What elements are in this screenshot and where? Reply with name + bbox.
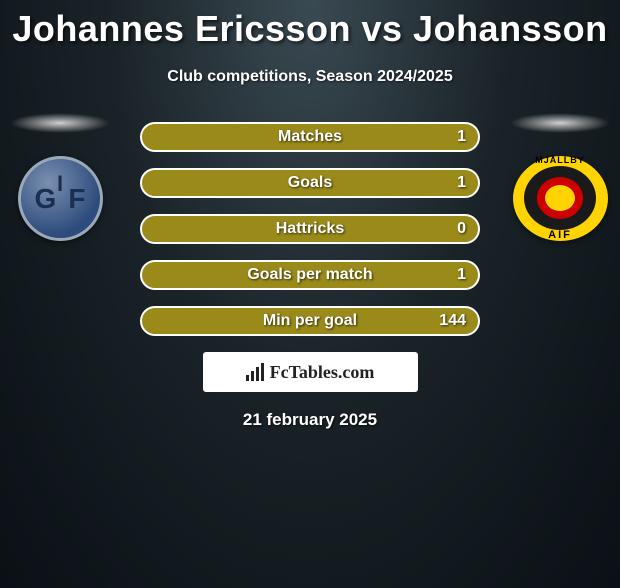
crest-shadow bbox=[510, 113, 610, 133]
stat-label: Goals per match bbox=[247, 266, 372, 284]
badge-gif-icon: I bbox=[18, 156, 103, 241]
stat-row: Min per goal 144 bbox=[140, 306, 480, 336]
stats-bars: Matches 1 Goals 1 Hattricks 0 Goals per … bbox=[140, 122, 480, 336]
subtitle: Club competitions, Season 2024/2025 bbox=[0, 68, 620, 86]
stat-label: Matches bbox=[278, 128, 342, 146]
footer-logo-text: FcTables.com bbox=[270, 362, 375, 383]
badge-bottom-text: AIF bbox=[548, 229, 572, 241]
badge-mjallby-icon: MJÄLLBY AIF bbox=[513, 156, 608, 241]
badge-letter-top: I bbox=[57, 171, 63, 197]
stat-label: Goals bbox=[288, 174, 332, 192]
stat-row: Goals per match 1 bbox=[140, 260, 480, 290]
stat-value-right: 0 bbox=[457, 220, 466, 238]
stat-value-right: 1 bbox=[457, 128, 466, 146]
badge-inner-icon bbox=[537, 177, 583, 219]
footer-date: 21 february 2025 bbox=[0, 410, 620, 430]
stat-row: Goals 1 bbox=[140, 168, 480, 198]
left-team-crest: I bbox=[10, 113, 110, 293]
stat-label: Hattricks bbox=[276, 220, 344, 238]
badge-top-text: MJÄLLBY bbox=[535, 155, 585, 165]
stat-row: Hattricks 0 bbox=[140, 214, 480, 244]
stat-row: Matches 1 bbox=[140, 122, 480, 152]
bar-chart-icon bbox=[246, 363, 264, 381]
stat-label: Min per goal bbox=[263, 312, 357, 330]
page-title: Johannes Ericsson vs Johansson bbox=[0, 8, 620, 50]
stat-value-right: 144 bbox=[439, 312, 466, 330]
stat-value-right: 1 bbox=[457, 174, 466, 192]
crest-shadow bbox=[10, 113, 110, 133]
crest-badge-left: I bbox=[10, 153, 110, 243]
crest-badge-right: MJÄLLBY AIF bbox=[510, 153, 610, 243]
footer-logo: FcTables.com bbox=[203, 352, 418, 392]
stat-value-right: 1 bbox=[457, 266, 466, 284]
right-team-crest: MJÄLLBY AIF bbox=[510, 113, 610, 293]
